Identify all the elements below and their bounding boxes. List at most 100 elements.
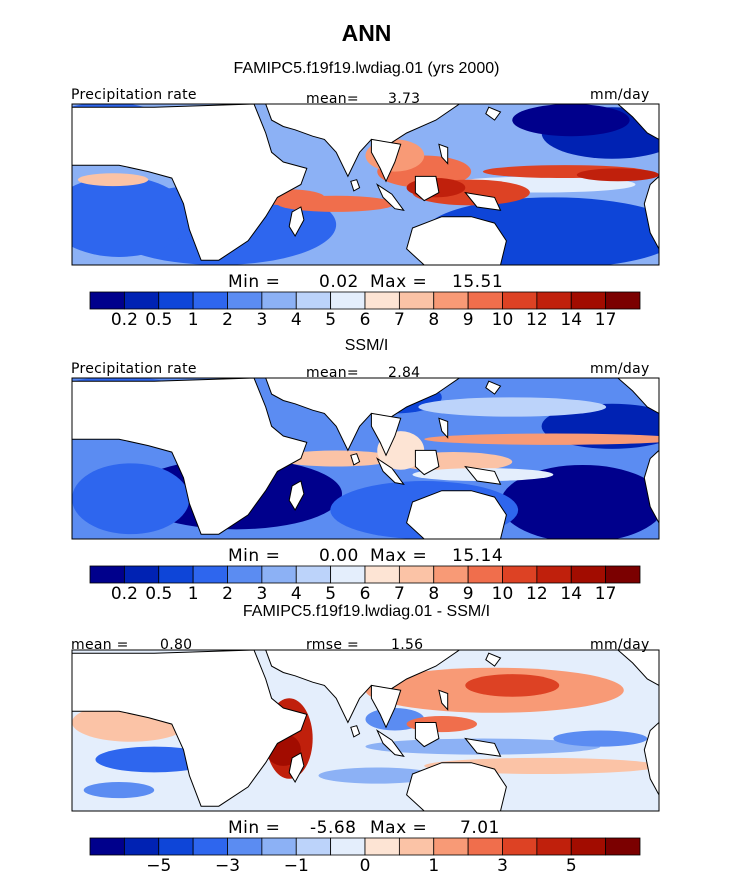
- colorbar-tick-label: 7: [394, 584, 405, 604]
- panel3-max-value: 7.01: [460, 818, 500, 838]
- colorbar-tick-label: 4: [291, 310, 302, 330]
- land-new-guinea: [464, 465, 502, 485]
- land-australia: [406, 490, 507, 539]
- land-sumatra: [376, 457, 405, 486]
- panel1-field-patch: [77, 173, 149, 187]
- panel1-min-label: Min =: [228, 272, 281, 292]
- land-indochina: [370, 684, 402, 729]
- colorbar-tick-label: 1: [188, 584, 199, 604]
- colorbar-cell: [227, 565, 263, 584]
- colorbar-cell: [192, 837, 228, 856]
- panel1-field-patch: [576, 168, 659, 182]
- land-philippines: [438, 689, 449, 711]
- colorbar-cell: [330, 837, 366, 856]
- panel2-frame: [71, 377, 660, 540]
- panel2-min-label: Min =: [228, 546, 281, 566]
- colorbar-tick-label: 5: [325, 584, 336, 604]
- colorbar-cell: [330, 565, 366, 584]
- panel3-field-patch: [553, 730, 648, 747]
- colorbar-tick-label: 8: [428, 584, 439, 604]
- land-central-america: [617, 378, 659, 414]
- colorbar-tick-label: 8: [428, 310, 439, 330]
- panel1-mean-value: 3.73: [388, 91, 421, 107]
- colorbar-cell: [158, 565, 194, 584]
- colorbar-cell: [605, 565, 641, 584]
- colorbar-cell: [536, 565, 572, 584]
- panel3-rmse-value: 1.56: [391, 637, 424, 653]
- colorbar-cell: [433, 565, 469, 584]
- panel2-field: [72, 378, 659, 539]
- colorbar-cell: [89, 291, 125, 310]
- land-borneo: [414, 722, 440, 748]
- colorbar-tick-label: 14: [560, 584, 582, 604]
- colorbar-cell: [398, 565, 435, 584]
- panel2-units: mm/day: [590, 361, 650, 377]
- land-japan: [485, 652, 502, 667]
- colorbar-cell: [502, 837, 538, 856]
- colorbar-cell: [158, 837, 194, 856]
- panel2-mean-value: 2.84: [388, 365, 421, 381]
- colorbar-tick-label: 4: [291, 584, 302, 604]
- panel2-field-patch: [424, 433, 659, 445]
- colorbar-cell: [433, 291, 469, 310]
- panel3-field-patch: [95, 746, 213, 773]
- panel1-field-patch: [72, 176, 190, 257]
- colorbar-cell: [398, 837, 435, 856]
- colorbar-tick-label: 6: [360, 584, 371, 604]
- panel3-mean-value: 0.80: [160, 637, 193, 653]
- land-madagascar: [288, 480, 305, 511]
- colorbar-tick-label: −1: [284, 856, 309, 876]
- colorbar-cell: [570, 837, 607, 856]
- panel2-mean-label: mean=: [306, 365, 359, 381]
- figure-title: ANN: [341, 20, 392, 46]
- land-japan: [485, 106, 502, 121]
- colorbar-cell: [261, 291, 297, 310]
- panel1-title: FAMIPC5.f19f19.lwdiag.01 (yrs 2000): [233, 60, 500, 77]
- colorbar-cell: [295, 837, 332, 856]
- panel1-field-label: Precipitation rate: [71, 87, 197, 103]
- colorbar-tick-label: 12: [526, 310, 548, 330]
- land-indochina: [370, 412, 402, 457]
- land-central-america: [617, 104, 659, 140]
- colorbar-tick-label: 14: [560, 310, 582, 330]
- colorbar-tick-label: 2: [222, 584, 233, 604]
- colorbar-cell: [364, 837, 400, 856]
- colorbar-cell: [123, 291, 160, 310]
- colorbar-tick-label: 17: [595, 584, 617, 604]
- colorbar-cell: [570, 291, 607, 310]
- colorbar-tick-label: 3: [497, 856, 508, 876]
- panel1-field-patch: [512, 104, 630, 137]
- land-sri-lanka: [350, 179, 361, 192]
- panel2-min-value: 0.00: [319, 546, 359, 566]
- colorbar-tick-label: −3: [215, 856, 240, 876]
- panel3-units: mm/day: [590, 637, 650, 653]
- land-australia: [406, 762, 507, 811]
- panel3-field-patch: [83, 782, 155, 799]
- colorbar-tick-label: 0.2: [111, 310, 138, 330]
- panel3-max-label: Max =: [370, 818, 428, 838]
- panel3-rmse-label: rmse =: [306, 637, 360, 653]
- colorbar-cell: [605, 291, 641, 310]
- colorbar-cell: [502, 291, 538, 310]
- colorbar-cell: [227, 837, 263, 856]
- land-south-america: [643, 449, 659, 524]
- panel2-field-label: Precipitation rate: [71, 361, 197, 377]
- colorbar-cell: [536, 837, 572, 856]
- land-sumatra: [376, 183, 405, 212]
- panel3-field-patch: [465, 674, 560, 697]
- panel1-mean-label: mean=: [306, 91, 359, 107]
- panel1-max-value: 15.51: [452, 272, 504, 292]
- colorbar-cell: [123, 565, 160, 584]
- land-africa: [72, 378, 308, 535]
- colorbar-tick-label: 0.5: [145, 310, 172, 330]
- panel3-title: FAMIPC5.f19f19.lwdiag.01 - SSM/I: [242, 603, 491, 620]
- colorbar-tick-label: 3: [256, 584, 267, 604]
- colorbar-tick-label: 10: [492, 584, 514, 604]
- colorbar-tick-label: 3: [256, 310, 267, 330]
- colorbar-tick-label: 0.2: [111, 584, 138, 604]
- colorbar-tick-label: −5: [146, 856, 171, 876]
- panel1-field: [72, 104, 659, 265]
- colorbar-cell: [570, 565, 607, 584]
- panel3-min-value: -5.68: [310, 818, 357, 838]
- panel2-field-patch: [277, 450, 395, 467]
